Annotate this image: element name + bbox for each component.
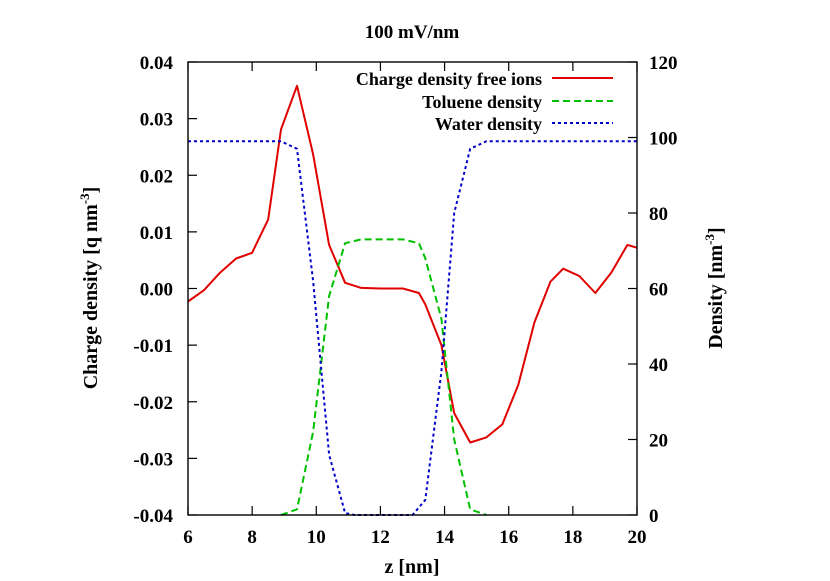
- y-axis-label: Charge density [q nm-3]: [77, 187, 102, 390]
- x-tick-label: 10: [307, 527, 326, 548]
- x-tick-label: 18: [563, 527, 582, 548]
- water-density-line: [188, 140, 637, 516]
- x-tick-label: 8: [247, 527, 257, 548]
- x-tick-label: 16: [499, 527, 518, 548]
- toluene-density-line: [280, 238, 487, 516]
- y-tick-label: 0.02: [140, 166, 173, 187]
- y2-tick-label: 60: [649, 280, 668, 301]
- axis-ticks: 6 8 10 12 14 16 18 20 -0.04 -0.03 -0.02 -0.01 0.00 0.…: [133, 53, 677, 548]
- y2-tick-label: 120: [649, 53, 678, 74]
- legend-label-toluene: Toluene density: [422, 92, 542, 112]
- x-tick-label: 20: [628, 527, 647, 548]
- chart-title: 100 mV/nm: [365, 22, 460, 43]
- x-tick-label: 12: [371, 527, 390, 548]
- y-tick-label: 0.00: [140, 280, 173, 301]
- y2-tick-label: 80: [649, 204, 668, 225]
- y-axis-label-exponent: -3: [77, 193, 92, 204]
- y2-axis-label-exponent: -3: [702, 233, 717, 244]
- y2-tick-label: 20: [649, 431, 668, 452]
- charge-density-line: [187, 84, 638, 444]
- y-tick-label: 0.01: [140, 223, 173, 244]
- x-tick-label: 14: [435, 527, 455, 548]
- y2-axis-label: Density [nm-3]: [702, 227, 727, 348]
- plot-marks: [187, 84, 638, 516]
- legend-label-charge: Charge density free ions: [356, 69, 542, 89]
- y-tick-label: -0.03: [133, 449, 173, 470]
- y-tick-label: -0.04: [133, 506, 173, 527]
- y2-tick-label: 0: [649, 506, 659, 527]
- legend: Charge density free ions Toluene density…: [356, 69, 613, 134]
- legend-label-water: Water density: [435, 114, 542, 134]
- y2-tick-label: 100: [649, 129, 678, 150]
- y-tick-label: 0.04: [140, 53, 174, 74]
- y-tick-label: 0.03: [140, 110, 173, 131]
- plot-frame: [187, 61, 638, 516]
- y2-axis-label-main: Density [nm: [705, 244, 727, 348]
- y-axis-label-main: Charge density [q nm: [80, 204, 102, 389]
- y-tick-label: -0.01: [133, 336, 173, 357]
- x-tick-label: 6: [183, 527, 193, 548]
- y-tick-label: -0.02: [133, 393, 173, 414]
- y2-axis-label-end: ]: [705, 227, 727, 234]
- x-axis-label: z [nm]: [385, 556, 440, 578]
- y-axis-label-end: ]: [80, 187, 102, 194]
- y2-tick-label: 40: [649, 355, 668, 376]
